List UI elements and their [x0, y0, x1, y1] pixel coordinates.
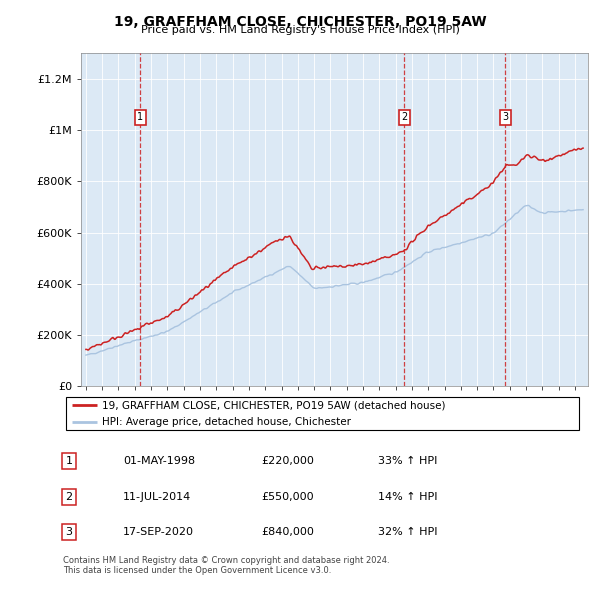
Text: 01-MAY-1998: 01-MAY-1998	[123, 457, 195, 466]
Text: 19, GRAFFHAM CLOSE, CHICHESTER, PO19 5AW: 19, GRAFFHAM CLOSE, CHICHESTER, PO19 5AW	[113, 15, 487, 29]
Text: 2: 2	[401, 112, 407, 122]
Text: This data is licensed under the Open Government Licence v3.0.: This data is licensed under the Open Gov…	[63, 566, 331, 575]
Text: 3: 3	[502, 112, 508, 122]
Text: 32% ↑ HPI: 32% ↑ HPI	[378, 527, 437, 537]
Text: £840,000: £840,000	[261, 527, 314, 537]
Text: Contains HM Land Registry data © Crown copyright and database right 2024.: Contains HM Land Registry data © Crown c…	[63, 556, 389, 565]
Text: 14% ↑ HPI: 14% ↑ HPI	[378, 492, 437, 502]
Text: 1: 1	[137, 112, 143, 122]
FancyBboxPatch shape	[65, 397, 580, 430]
Text: 1: 1	[65, 457, 73, 466]
Text: £220,000: £220,000	[261, 457, 314, 466]
Text: 33% ↑ HPI: 33% ↑ HPI	[378, 457, 437, 466]
Text: HPI: Average price, detached house, Chichester: HPI: Average price, detached house, Chic…	[102, 417, 351, 427]
Text: 2: 2	[65, 492, 73, 502]
Text: Price paid vs. HM Land Registry's House Price Index (HPI): Price paid vs. HM Land Registry's House …	[140, 25, 460, 35]
Text: 19, GRAFFHAM CLOSE, CHICHESTER, PO19 5AW (detached house): 19, GRAFFHAM CLOSE, CHICHESTER, PO19 5AW…	[102, 400, 445, 410]
Text: £550,000: £550,000	[261, 492, 314, 502]
Text: 11-JUL-2014: 11-JUL-2014	[123, 492, 191, 502]
Text: 17-SEP-2020: 17-SEP-2020	[123, 527, 194, 537]
Text: 3: 3	[65, 527, 73, 537]
